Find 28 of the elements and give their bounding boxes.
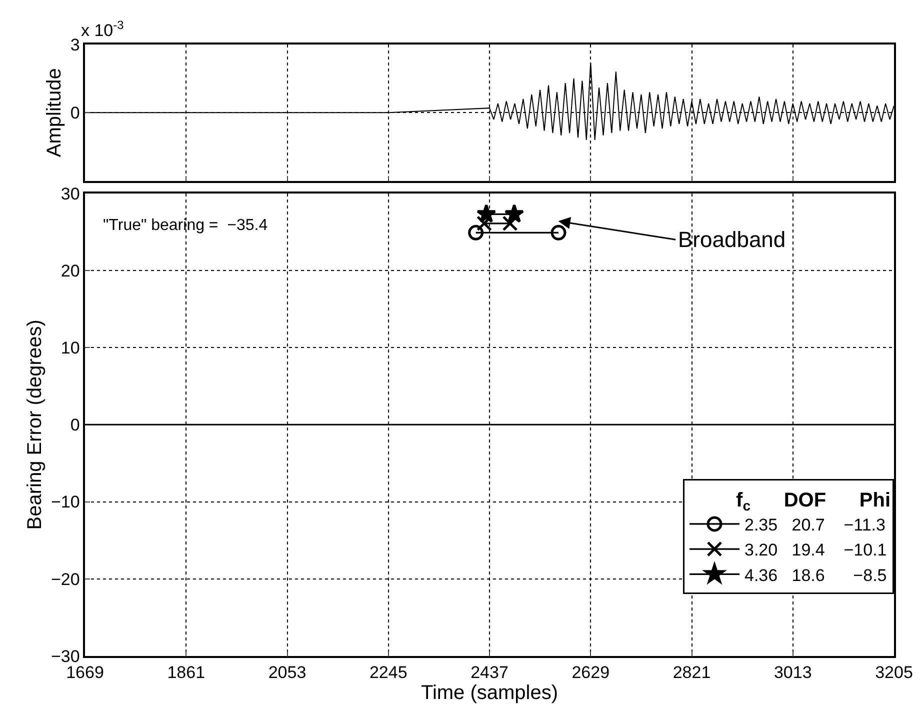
x-tick-label: 1669 bbox=[66, 663, 104, 682]
legend-label: 3.20 19.4 −10.1 bbox=[744, 540, 887, 560]
y-tick-label: −10 bbox=[51, 492, 80, 512]
y-tick-label: 0 bbox=[70, 104, 80, 123]
x-tick-label: 3013 bbox=[774, 663, 812, 682]
y-tick-label: −30 bbox=[51, 646, 80, 666]
x-tick-label: 2629 bbox=[572, 663, 610, 682]
y-axis-title: Bearing Error (degrees) bbox=[24, 320, 46, 530]
legend-label: 2.35 20.7 −11.3 bbox=[744, 516, 886, 535]
legend-label: 4.36 18.6 −8.5 bbox=[744, 566, 887, 585]
y-tick-label: 0 bbox=[70, 416, 80, 435]
x-tick-label: 1861 bbox=[167, 663, 206, 682]
x-axis-title: Time (samples) bbox=[420, 682, 558, 704]
x-tick-label: 2437 bbox=[470, 663, 508, 682]
annotation: Broadband bbox=[678, 227, 786, 252]
x-tick-label: 2821 bbox=[672, 663, 711, 682]
y-axis-title: Amplitude bbox=[43, 68, 66, 158]
y-tick-label: 30 bbox=[60, 184, 80, 204]
x-tick-label: 2053 bbox=[268, 663, 306, 682]
y-tick-label: 10 bbox=[60, 338, 80, 358]
y-tick-label: 20 bbox=[60, 261, 80, 280]
text: x 10$^{-3}$ bbox=[81, 18, 124, 40]
annotation: "True" bearing = −35.4 bbox=[103, 217, 268, 234]
y-tick-label: −20 bbox=[51, 570, 80, 589]
x-tick-label: 3205 bbox=[875, 663, 913, 682]
y-tick-label: 3 bbox=[70, 35, 80, 54]
text: f$_{c}$ DOF Phi bbox=[736, 489, 890, 514]
x-tick-label: 2245 bbox=[369, 663, 408, 682]
